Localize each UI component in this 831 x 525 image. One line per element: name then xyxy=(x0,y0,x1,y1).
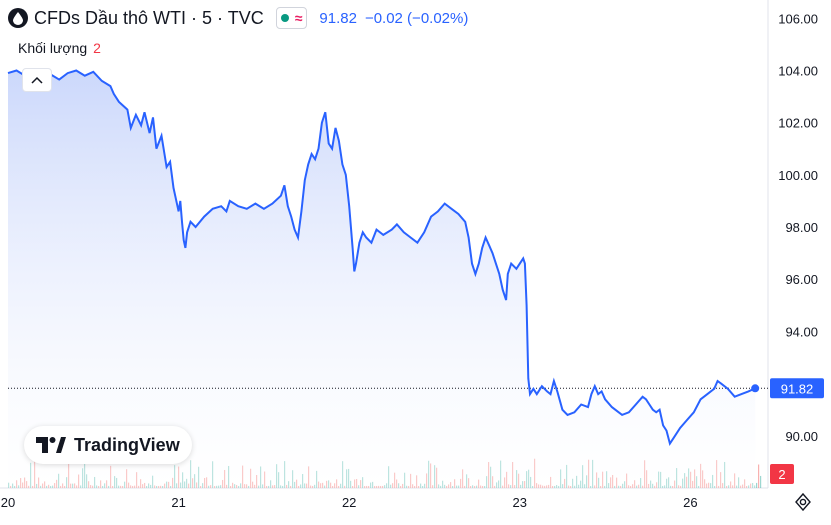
price-tick-label: 90.00 xyxy=(785,429,818,444)
price-tick-label: 98.00 xyxy=(785,220,818,235)
time-tick-label: 21 xyxy=(171,495,185,510)
tradingview-logo-text: TradingView xyxy=(74,434,180,455)
price-tick-label: 102.00 xyxy=(778,116,818,131)
chart-header: CFDs Dầu thô WTI · 5 · TVC ≈ 91.82 −0.02… xyxy=(8,6,468,30)
time-tick-label: 22 xyxy=(342,495,356,510)
last-price: 91.82 xyxy=(319,9,357,27)
volume-badge-label: 2 xyxy=(778,467,785,482)
last-price-dot xyxy=(751,384,760,393)
time-axis-labels: 20 21 22 23 26 xyxy=(1,495,698,510)
price-badge-label: 91.82 xyxy=(781,381,814,396)
price-tick-label: 96.00 xyxy=(785,272,818,287)
volume-value: 2 xyxy=(93,40,101,56)
time-tick-label: 23 xyxy=(513,495,527,510)
market-open-dot xyxy=(280,14,289,22)
price-area-fill xyxy=(8,70,756,488)
tradingview-logo-icon xyxy=(36,437,66,453)
price-change: −0.02 (−0.02%) xyxy=(364,9,469,27)
time-tick-label: 20 xyxy=(1,495,15,510)
price-tick-label: 100.00 xyxy=(778,168,818,183)
price-tick-label: 94.00 xyxy=(785,324,818,339)
drop-icon xyxy=(8,8,28,28)
price-line xyxy=(7,69,756,447)
volume-bar xyxy=(760,475,762,488)
time-tick-label: 26 xyxy=(683,495,697,510)
status-symbol: ≈ xyxy=(294,10,303,26)
tradingview-logo[interactable]: TradingView xyxy=(24,426,192,464)
collapse-legend-button[interactable] xyxy=(22,68,52,92)
price-tick-label: 104.00 xyxy=(778,63,818,78)
settings-icon[interactable] xyxy=(793,492,813,512)
volume-legend[interactable]: Khối lượng 2 xyxy=(18,40,101,56)
volume-bar xyxy=(758,464,760,488)
collapse-chevron-icon xyxy=(31,76,43,84)
market-status[interactable]: ≈ xyxy=(275,7,308,29)
volume-bar xyxy=(756,482,758,488)
volume-badge: 2 xyxy=(770,464,794,484)
volume-label: Khối lượng xyxy=(18,40,88,56)
price-tick-label: 106.00 xyxy=(778,11,818,26)
price-badge: 91.82 xyxy=(770,378,824,399)
symbol-title[interactable]: CFDs Dầu thô WTI · 5 · TVC xyxy=(34,7,264,28)
